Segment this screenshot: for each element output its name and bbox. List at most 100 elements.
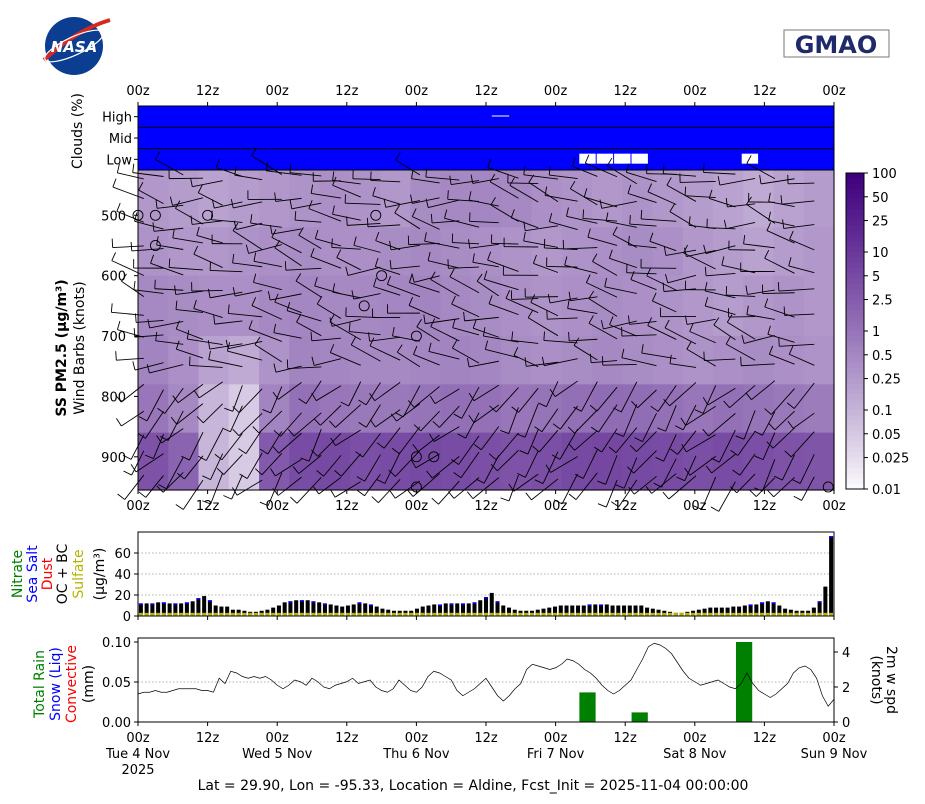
wind-barb-flag bbox=[745, 285, 748, 295]
aerosol-bar bbox=[610, 605, 615, 616]
pm25-xtick-label: 00z bbox=[405, 499, 429, 514]
wind-barb bbox=[270, 293, 302, 301]
wind-barb bbox=[604, 286, 637, 294]
pm25-cell bbox=[652, 336, 684, 385]
wind-barb bbox=[729, 385, 756, 409]
pm25-cell bbox=[622, 275, 654, 337]
wind-barb bbox=[526, 361, 558, 367]
wind-barb-flag bbox=[298, 398, 307, 404]
wind-barb bbox=[317, 303, 342, 319]
aerosol-sulfate-segment bbox=[604, 612, 609, 616]
aerosol-sulfate-segment bbox=[725, 612, 730, 616]
wind-barb-flag bbox=[597, 503, 607, 508]
wind-barb-flag bbox=[334, 470, 342, 477]
pm25-cell bbox=[440, 336, 472, 385]
aerosol-bar bbox=[783, 608, 788, 616]
wind-barb bbox=[686, 250, 716, 257]
wind-barb bbox=[633, 450, 657, 474]
wind-barb-flag bbox=[655, 456, 664, 462]
wind-barb-flag bbox=[573, 337, 580, 346]
wind-barb-flag bbox=[137, 432, 146, 439]
aerosol-sulfate-segment bbox=[184, 612, 189, 616]
wind-barb bbox=[314, 285, 342, 295]
wind-barb-flag bbox=[190, 215, 193, 225]
wind-barb bbox=[253, 281, 282, 291]
pm25-ytick-label: 900 bbox=[101, 451, 126, 466]
wind-barb-flag bbox=[416, 318, 422, 328]
wind-barb bbox=[727, 203, 756, 208]
wind-barb-flag bbox=[234, 166, 237, 176]
wind-barb bbox=[781, 454, 795, 481]
wind-barb-flag bbox=[519, 450, 529, 455]
aerosol-ytick-label: 20 bbox=[114, 589, 131, 604]
wind-barb-flag bbox=[411, 273, 415, 283]
aerosol-sulfate-segment bbox=[765, 612, 770, 616]
pm25-cell bbox=[501, 170, 532, 228]
pm25-ytick-label: 500 bbox=[101, 209, 126, 224]
wind-barb-flag bbox=[735, 435, 745, 440]
aerosol-sulfate-segment bbox=[679, 612, 684, 616]
wind-barb bbox=[402, 385, 421, 418]
wind-barb-flag bbox=[157, 407, 165, 414]
aerosol-sulfate-segment bbox=[380, 612, 385, 616]
wind-barb-flag bbox=[329, 344, 335, 353]
pm25-cell bbox=[803, 384, 835, 434]
wind-barb-flag bbox=[426, 470, 433, 479]
wind-barb bbox=[686, 318, 716, 325]
wind-barb bbox=[626, 272, 657, 275]
aerosol-bar bbox=[622, 605, 627, 616]
wind-barb bbox=[434, 388, 460, 405]
wind-barb-flag bbox=[346, 216, 348, 226]
pm25-cell bbox=[561, 227, 593, 277]
wind-barb-flag bbox=[245, 244, 250, 254]
aerosol-sulfate-segment bbox=[788, 612, 793, 616]
aerosol-bar bbox=[472, 602, 477, 616]
wind-barb-flag bbox=[117, 493, 125, 500]
wind-barb-flag bbox=[523, 232, 526, 242]
wind-barb-flag bbox=[332, 205, 335, 215]
colorbar-step bbox=[846, 304, 864, 311]
pm25-cell bbox=[652, 432, 684, 491]
pm25-cell bbox=[138, 275, 169, 337]
aerosol-bar bbox=[771, 602, 776, 616]
aerosol-sulfate-segment bbox=[248, 612, 253, 616]
aerosol-sulfate-segment bbox=[202, 612, 207, 616]
wind-barb-flag bbox=[487, 251, 492, 261]
wind-barb-flag bbox=[704, 282, 708, 292]
aerosol-sulfate-segment bbox=[794, 612, 799, 616]
wind-barb-flag bbox=[138, 491, 147, 498]
pm25-cell bbox=[682, 170, 714, 228]
aerosol-sulfate-segment bbox=[541, 612, 546, 616]
wind-barb-flag bbox=[253, 252, 257, 262]
colorbar-step bbox=[846, 209, 864, 216]
aerosol-sulfate-segment bbox=[777, 612, 782, 616]
wind-barb bbox=[495, 387, 519, 413]
pm25-cell bbox=[289, 227, 321, 277]
aerosol-sulfate-segment bbox=[437, 612, 442, 616]
wind-barb bbox=[196, 235, 223, 244]
wind-barb-flag bbox=[634, 437, 643, 443]
cloud-row-label: Low bbox=[106, 153, 132, 168]
wind-barb-flag bbox=[723, 400, 730, 409]
aerosol-sulfate-segment bbox=[558, 612, 563, 616]
wind-barb bbox=[582, 449, 598, 479]
colorbar-step bbox=[846, 383, 864, 390]
wind-barb bbox=[546, 381, 559, 407]
wind-barb-flag bbox=[489, 173, 496, 183]
wind-barb bbox=[511, 217, 539, 229]
colorbar-step bbox=[846, 436, 864, 443]
wind-barb-flag bbox=[208, 288, 211, 298]
cloud-gap bbox=[631, 153, 648, 164]
aerosol-sulfate-segment bbox=[144, 612, 149, 616]
colorbar-tick-label: 0.5 bbox=[872, 349, 893, 364]
pm25-cell bbox=[259, 336, 290, 385]
colorbar-step bbox=[846, 399, 864, 406]
aerosol-sulfate-segment bbox=[719, 612, 724, 616]
wind-barb bbox=[251, 305, 283, 320]
wind-barb-flag bbox=[627, 184, 632, 194]
aerosol-sulfate-segment bbox=[806, 612, 811, 616]
aerosol-sulfate-segment bbox=[455, 612, 460, 616]
wind-barb bbox=[665, 405, 677, 432]
wind-barb bbox=[508, 407, 519, 434]
wind-barb-flag bbox=[250, 214, 253, 224]
